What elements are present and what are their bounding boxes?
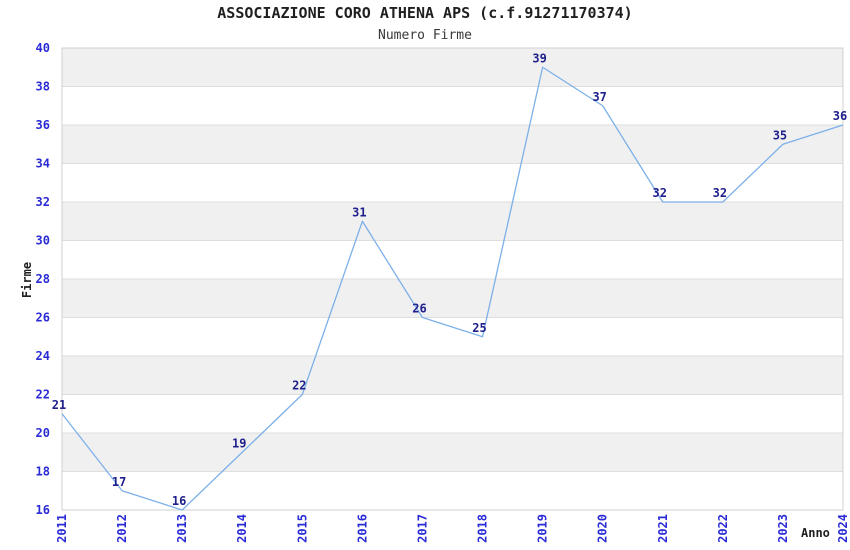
point-label: 26 [412,302,426,316]
x-tick-label: 2014 [235,514,249,543]
point-label: 36 [833,109,847,123]
x-tick-label: 2017 [415,514,429,543]
point-label: 37 [592,90,606,104]
plot-border [61,47,844,511]
x-axis-title: Anno [801,526,830,540]
x-tick-label: 2018 [476,514,490,543]
y-tick-label: 24 [36,349,50,363]
grid-band [62,356,843,395]
point-label: 32 [713,186,727,200]
point-label: 39 [532,51,546,65]
x-tick-label: 2016 [355,514,369,543]
y-tick-label: 30 [36,234,50,248]
y-tick-label: 34 [36,157,50,171]
point-label: 35 [773,128,787,142]
x-tick-label: 2012 [115,514,129,543]
point-label: 32 [653,186,667,200]
point-label: 17 [112,475,126,489]
x-tick-label: 2020 [596,514,610,543]
point-label: 31 [352,205,366,219]
y-tick-label: 22 [36,388,50,402]
y-tick-label: 26 [36,311,50,325]
y-tick-label: 40 [36,41,50,55]
x-tick-label: 2013 [175,514,189,543]
point-label: 19 [232,436,246,450]
y-tick-label: 18 [36,465,50,479]
chart-subtitle: Numero Firme [378,28,472,43]
x-tick-label: 2024 [836,514,850,543]
x-tick-label: 2023 [776,514,790,543]
point-label: 25 [472,321,486,335]
x-tick-label: 2021 [656,514,670,543]
y-tick-label: 16 [36,503,50,517]
chart-title: ASSOCIAZIONE CORO ATHENA APS (c.f.912711… [217,4,633,22]
x-tick-label: 2011 [55,514,69,543]
x-tick-label: 2022 [716,514,730,543]
x-tick-label: 2019 [536,514,550,543]
grid-band [62,48,843,87]
grid-band [62,125,843,164]
point-label: 22 [292,379,306,393]
grid-band [62,433,843,472]
x-tick-label: 2015 [295,514,309,543]
grid-band [62,202,843,241]
y-tick-label: 28 [36,272,50,286]
point-label: 16 [172,494,186,508]
point-label: 21 [52,398,66,412]
y-tick-label: 36 [36,118,50,132]
y-tick-label: 38 [36,80,50,94]
y-tick-label: 20 [36,426,50,440]
grid-band [62,279,843,318]
y-tick-label: 32 [36,195,50,209]
data-line [61,66,844,511]
